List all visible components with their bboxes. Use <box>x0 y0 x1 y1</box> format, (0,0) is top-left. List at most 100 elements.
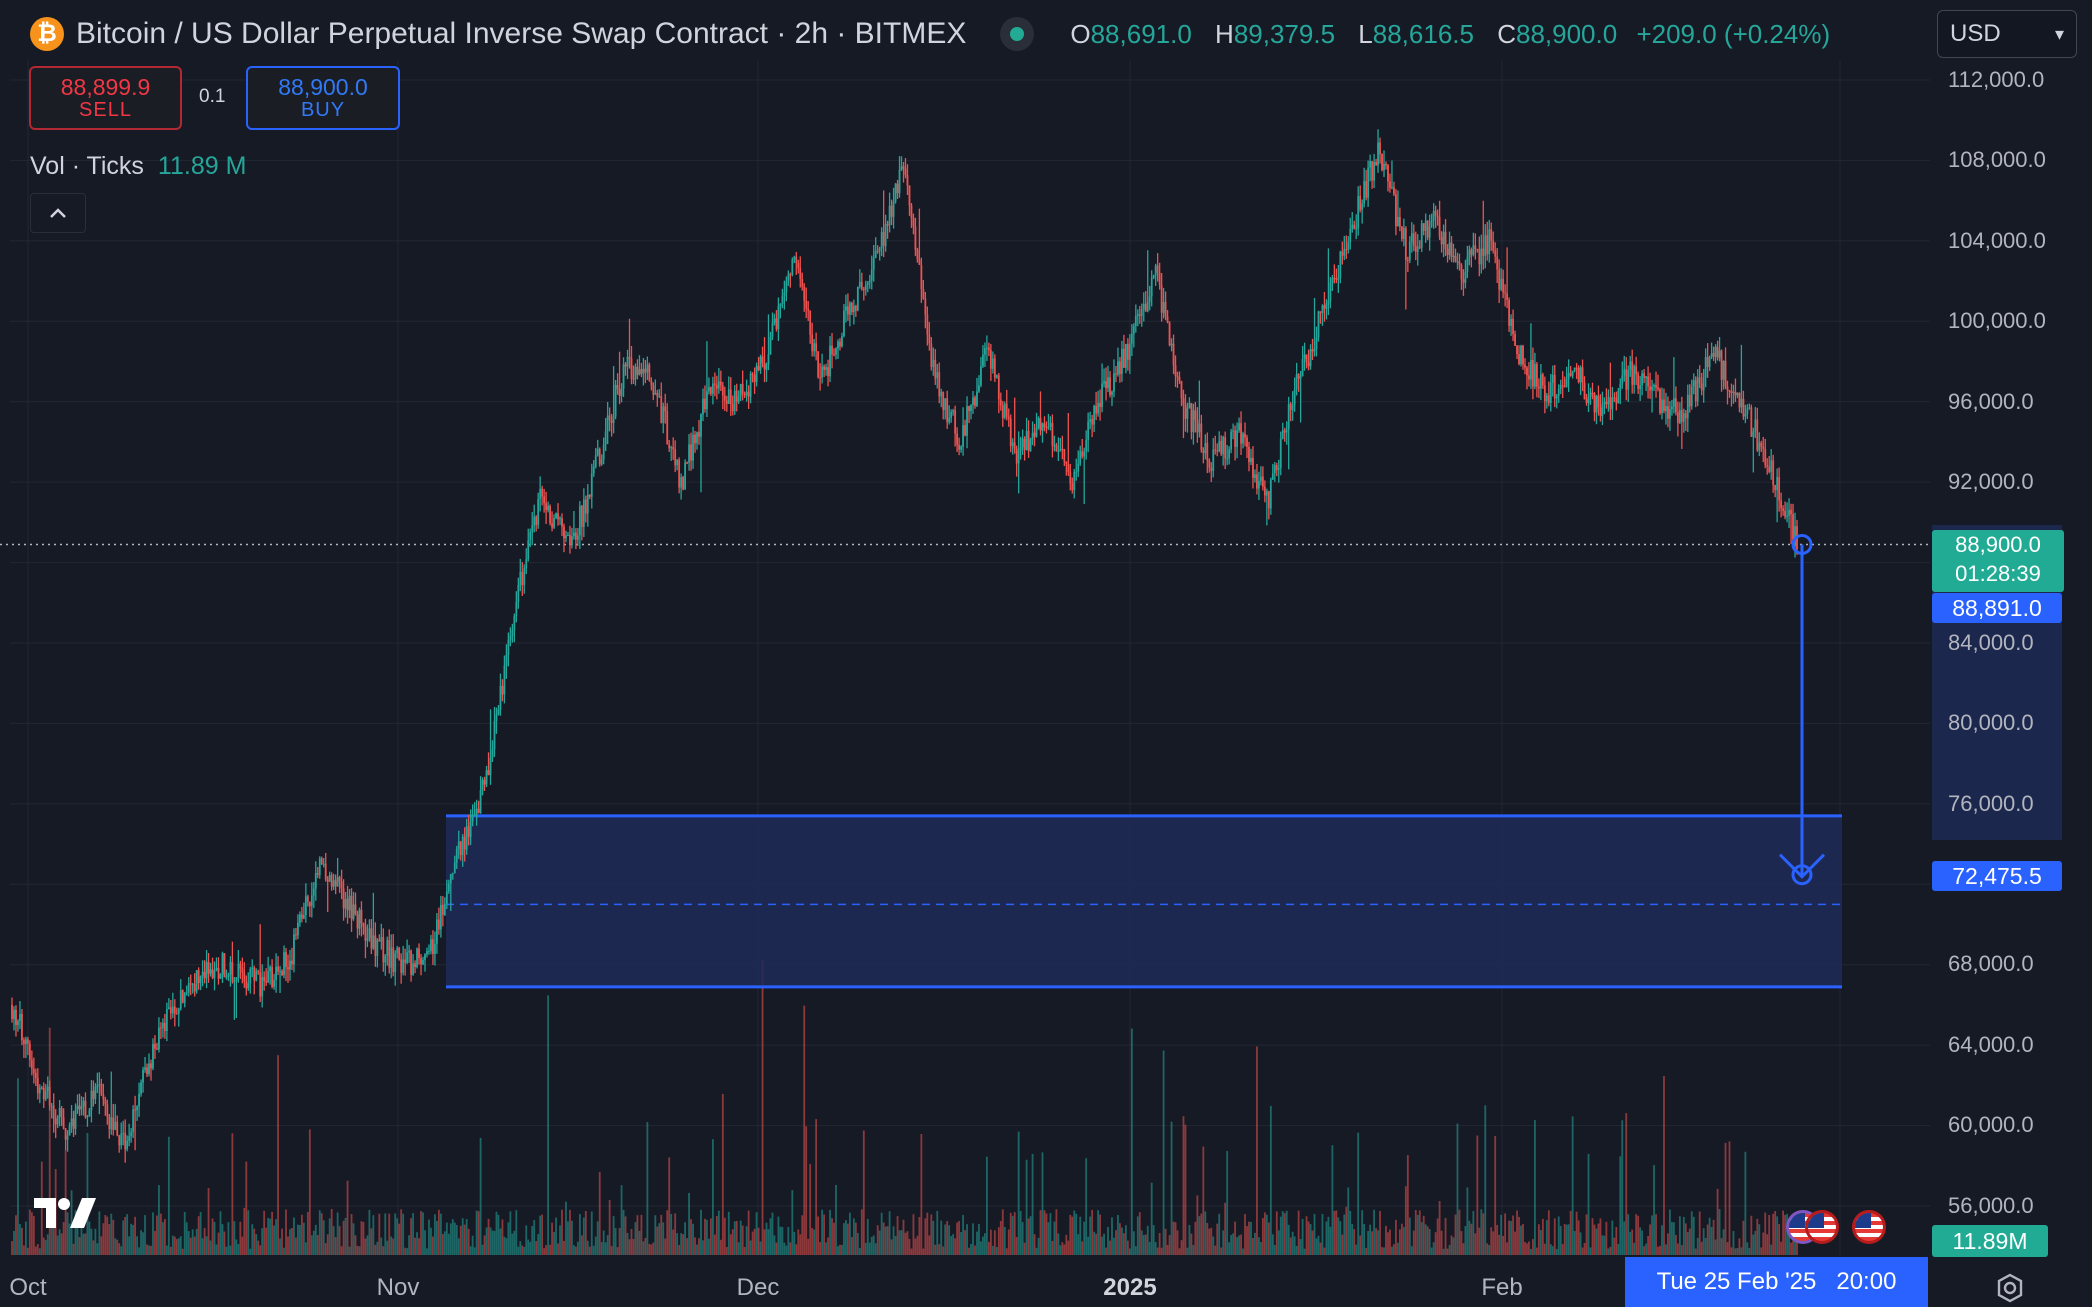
volume-bar <box>175 1239 178 1255</box>
economic-event-icon[interactable] <box>1852 1210 1886 1244</box>
volume-bar <box>11 1241 13 1255</box>
volume-bar <box>930 1214 933 1255</box>
collapse-legend-button[interactable] <box>30 193 86 233</box>
candle-body <box>934 359 937 379</box>
volume-bar <box>239 1221 242 1255</box>
candle-body <box>618 389 621 396</box>
candle-body <box>978 385 980 392</box>
economic-event-icon[interactable] <box>1805 1210 1839 1244</box>
candle-body <box>1780 500 1783 509</box>
volume-bar <box>950 1236 953 1255</box>
tradingview-logo-icon[interactable] <box>34 1196 96 1230</box>
candle-body <box>1395 194 1397 227</box>
candle-body <box>1545 395 1548 402</box>
volume-bar <box>1762 1232 1765 1255</box>
candle-body <box>549 506 551 524</box>
volume-bar <box>62 1222 65 1255</box>
candle-body <box>775 318 778 330</box>
candle-body <box>430 939 432 952</box>
volume-bar <box>1333 1210 1336 1255</box>
candle-body <box>1353 224 1356 229</box>
volume-bar <box>1170 1121 1173 1255</box>
volume-bar <box>354 1235 357 1255</box>
volume-bar <box>1319 1242 1322 1255</box>
candle-body <box>1315 337 1318 350</box>
candle-body <box>960 446 962 450</box>
buy-button[interactable]: 88,900.0 BUY <box>246 66 400 130</box>
volume-bar <box>84 1233 87 1255</box>
volume-bar <box>1434 1232 1437 1255</box>
volume-legend[interactable]: Vol · Ticks 11.89 M <box>30 152 246 181</box>
volume-bar <box>152 1212 154 1255</box>
volume-bar <box>1375 1228 1377 1255</box>
volume-bar <box>38 1248 41 1255</box>
candle-body <box>1617 390 1620 404</box>
volume-bar <box>1011 1216 1014 1255</box>
candle-body <box>650 380 653 386</box>
volume-bar <box>1291 1231 1294 1255</box>
candle-body <box>1172 343 1175 366</box>
candle-body <box>374 935 377 956</box>
candle-body <box>717 381 720 389</box>
sell-button[interactable]: 88,899.9 SELL <box>29 66 182 130</box>
volume-bar <box>866 1218 869 1255</box>
volume-bar <box>416 1232 418 1255</box>
candle-body <box>843 310 845 337</box>
symbol-title[interactable]: Bitcoin / US Dollar Perpetual Inverse Sw… <box>76 17 967 50</box>
volume-bar <box>936 1210 939 1255</box>
candle-body <box>1293 389 1296 405</box>
volume-bar <box>819 1242 822 1255</box>
candle-body <box>991 358 994 369</box>
volume-bar <box>1389 1229 1391 1255</box>
candle-body <box>108 1116 111 1130</box>
candle-body <box>1085 439 1088 452</box>
volume-bar <box>519 1241 522 1255</box>
volume-bar <box>430 1227 432 1255</box>
candle-body <box>904 168 907 176</box>
volume-bar <box>199 1212 202 1255</box>
volume-bar <box>638 1230 641 1255</box>
candle-body <box>1303 354 1306 359</box>
candle-body <box>644 368 647 373</box>
candle-body <box>1077 463 1080 472</box>
volume-bar <box>1208 1228 1211 1255</box>
volume-bar <box>191 1229 194 1255</box>
volume-bar <box>1649 1224 1651 1255</box>
volume-bar <box>257 1240 260 1255</box>
volume-bar <box>1337 1217 1340 1255</box>
volume-bar <box>1093 1231 1096 1255</box>
volume-bar <box>1657 1246 1659 1255</box>
candle-body <box>11 1004 13 1019</box>
volume-bar <box>666 1210 669 1255</box>
candle-body <box>1551 374 1554 383</box>
candle-body <box>634 366 637 380</box>
candle-body <box>1158 272 1161 286</box>
candle-body <box>1686 394 1689 419</box>
candle-body <box>1752 431 1755 437</box>
volume-bar <box>789 1242 792 1255</box>
volume-bar <box>412 1213 414 1255</box>
candle-body <box>1371 161 1373 181</box>
candle-body <box>1480 248 1483 265</box>
candle-body <box>1422 223 1425 231</box>
volume-bar <box>1488 1245 1491 1255</box>
candle-body <box>1526 367 1528 376</box>
candle-body <box>1363 181 1366 204</box>
candle-body <box>412 963 414 975</box>
candle-body <box>497 709 500 715</box>
candle-body <box>267 971 270 983</box>
volume-bar <box>404 1247 407 1255</box>
candle-body <box>1148 296 1151 302</box>
settings-gear-icon[interactable] <box>1992 1270 2028 1306</box>
volume-bar <box>964 1230 966 1255</box>
volume-bar <box>848 1212 851 1255</box>
candle-body <box>416 948 418 967</box>
volume-bar <box>291 1228 293 1255</box>
candle-body <box>72 1118 75 1129</box>
candle-body <box>799 268 802 279</box>
candle-body <box>1263 486 1266 496</box>
volume-bar <box>76 1211 79 1255</box>
currency-select[interactable]: USD ▾ <box>1937 10 2077 58</box>
